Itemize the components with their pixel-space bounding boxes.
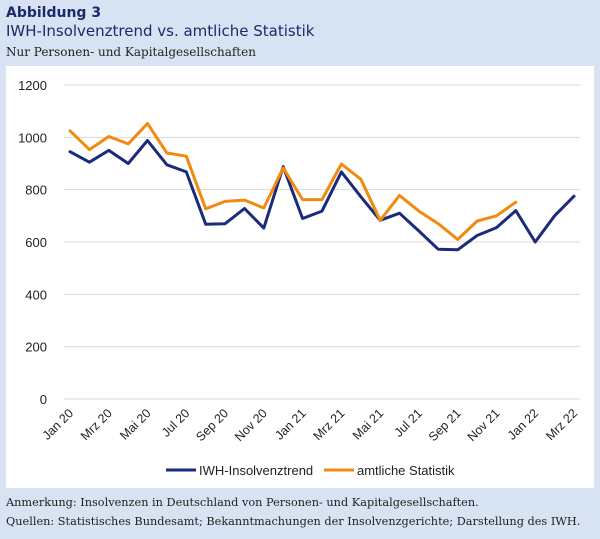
y-tick-label: 200 xyxy=(25,340,47,355)
x-tick-label: Mrz 22 xyxy=(543,406,580,443)
y-tick-label: 1200 xyxy=(18,78,47,93)
chart-panel: 0 200 400 600 800 1000 1200 Jan 20 Mrz 20 Mai 20 J… xyxy=(6,66,594,488)
footnote-remark: Anmerkung: Insolvenzen in Deutschland vo… xyxy=(6,496,479,509)
legend-label: amtliche Statistik xyxy=(357,463,455,478)
y-tick-label: 0 xyxy=(40,392,47,407)
legend-label: IWH-Insolvenztrend xyxy=(199,463,313,478)
y-tick-label: 400 xyxy=(25,287,47,302)
x-tick-label: Jul 21 xyxy=(392,406,426,440)
x-tick-label: Mrz 21 xyxy=(311,406,348,443)
x-tick-label: Jan 22 xyxy=(505,406,541,442)
x-tick-label: Mrz 20 xyxy=(78,406,115,443)
figure-title: IWH-Insolvenztrend vs. amtliche Statisti… xyxy=(6,22,315,40)
figure-label: Abbildung 3 xyxy=(6,5,102,21)
y-tick-label: 800 xyxy=(25,183,47,198)
series-line-1 xyxy=(68,139,576,252)
x-tick-label: Nov 21 xyxy=(465,406,503,444)
series-line-2 xyxy=(68,122,518,241)
x-tick-label: Jan 20 xyxy=(40,406,76,442)
x-tick-label: Nov 20 xyxy=(232,406,270,444)
x-tick-label: Jan 21 xyxy=(272,406,308,442)
x-tick-label: Mai 20 xyxy=(117,406,153,442)
y-tick-label: 1000 xyxy=(18,130,47,145)
x-tick-label: Jul 20 xyxy=(159,406,193,440)
footnote-sources: Quellen: Statistisches Bundesamt; Bekann… xyxy=(6,515,581,528)
x-tick-label: Mai 21 xyxy=(350,406,386,442)
y-tick-label: 600 xyxy=(25,235,47,250)
x-tick-label: Sep 21 xyxy=(426,406,464,444)
x-tick-label: Sep 20 xyxy=(193,406,231,444)
figure-subtitle: Nur Personen- und Kapitalgesellschaften xyxy=(6,45,256,59)
